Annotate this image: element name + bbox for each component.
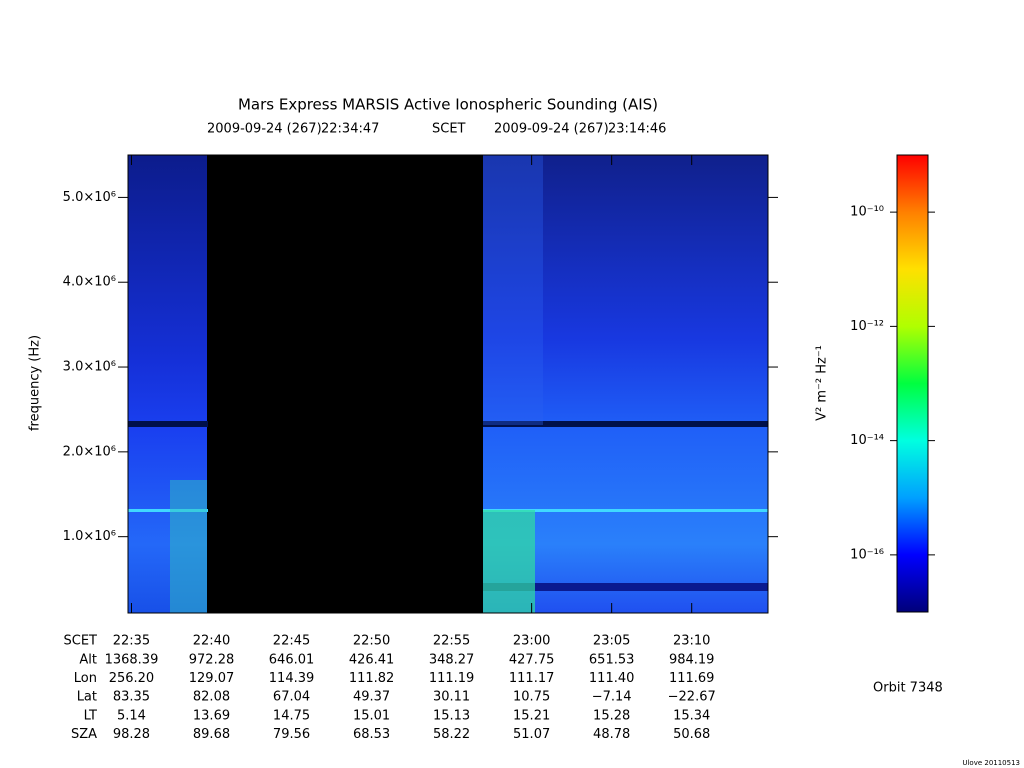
- ephemeris-value: 83.35: [113, 690, 150, 705]
- y-tick-label: 1.0×10⁶: [63, 529, 116, 544]
- x-tick-label: 22:55: [433, 634, 470, 649]
- spectrogram-image: [128, 155, 768, 613]
- ephemeris-value: −7.14: [592, 690, 632, 705]
- ephemeris-value: 49.37: [353, 690, 390, 705]
- x-tick-label: 23:00: [513, 634, 550, 649]
- x-tick-label: 22:50: [353, 634, 390, 649]
- ephemeris-row-label: SZA: [71, 727, 97, 742]
- colorbar-tick-label: 10⁻¹²: [850, 319, 884, 334]
- data-gap: [207, 155, 484, 613]
- time-system: SCET: [432, 122, 466, 137]
- ephemeris-value: 129.07: [189, 671, 235, 686]
- y-tick-label: 3.0×10⁶: [63, 360, 116, 375]
- ephemeris-value: 15.21: [513, 708, 550, 723]
- y-tick-label: 2.0×10⁶: [63, 444, 116, 459]
- ephemeris-value: 111.17: [509, 671, 555, 686]
- ephemeris-value: 30.11: [433, 690, 470, 705]
- colorbar-tick-label: 10⁻¹⁰: [850, 205, 884, 220]
- x-tick-label: 22:35: [113, 634, 150, 649]
- ephemeris-value: 426.41: [349, 653, 395, 668]
- bright-patch: [483, 155, 543, 425]
- ephemeris-value: 79.56: [273, 727, 310, 742]
- colorbar-tick-label: 10⁻¹⁴: [850, 433, 884, 448]
- ephemeris-value: 50.68: [673, 727, 710, 742]
- ephemeris-value: 427.75: [509, 653, 555, 668]
- dark-band: [483, 421, 768, 427]
- ephemeris-value: 651.53: [589, 653, 635, 668]
- ephemeris-value: −22.67: [668, 690, 716, 705]
- colorbar-label: V² m⁻² Hz⁻¹: [815, 345, 830, 421]
- x-tick-label: 23:10: [673, 634, 710, 649]
- ephemeris-value: 1368.39: [105, 653, 159, 668]
- end-date: 2009-09-24 (267): [494, 122, 609, 137]
- ephemeris-value: 5.14: [117, 708, 146, 723]
- x-tick-label: 22:45: [273, 634, 310, 649]
- ephemeris-value: 10.75: [513, 690, 550, 705]
- dark-band: [483, 583, 768, 591]
- ephemeris-value: 15.28: [593, 708, 630, 723]
- bright-band: [483, 509, 768, 512]
- ephemeris-row-label: Lat: [77, 690, 97, 705]
- ephemeris-value: 111.19: [429, 671, 475, 686]
- y-tick-label: 4.0×10⁶: [63, 275, 116, 290]
- colorbar-tick-label: 10⁻¹⁶: [850, 547, 884, 562]
- bright-patch: [483, 510, 535, 613]
- ephemeris-row-label: SCET: [64, 634, 98, 649]
- ephemeris-value: 15.13: [433, 708, 470, 723]
- x-tick-label: 22:40: [193, 634, 230, 649]
- ephemeris-value: 114.39: [269, 671, 315, 686]
- ephemeris-value: 82.08: [193, 690, 230, 705]
- y-axis-label: frequency (Hz): [28, 335, 43, 431]
- ephemeris-value: 111.82: [349, 671, 395, 686]
- ephemeris-value: 51.07: [513, 727, 550, 742]
- plot-frame: [127, 154, 769, 614]
- ephemeris-value: 98.28: [113, 727, 150, 742]
- ephemeris-value: 58.22: [433, 727, 470, 742]
- chart-title: Mars Express MARSIS Active Ionospheric S…: [238, 96, 658, 114]
- end-time: 23:14:46: [608, 122, 666, 137]
- ephemeris-value: 972.28: [189, 653, 235, 668]
- ephemeris-row-label: Alt: [79, 653, 97, 668]
- x-tick-label: 23:05: [593, 634, 630, 649]
- bright-patch: [170, 480, 207, 613]
- ephemeris-value: 15.01: [353, 708, 390, 723]
- footer: Ulove 20110513: [962, 759, 1020, 767]
- ephemeris-value: 646.01: [269, 653, 315, 668]
- ephemeris-value: 48.78: [593, 727, 630, 742]
- bright-band: [128, 509, 208, 512]
- ephemeris-row-label: LT: [84, 708, 97, 723]
- ephemeris-value: 14.75: [273, 708, 310, 723]
- colorbar: [896, 154, 929, 613]
- start-date: 2009-09-24 (267): [207, 122, 322, 137]
- ephemeris-value: 67.04: [273, 690, 310, 705]
- ephemeris-value: 15.34: [673, 708, 710, 723]
- ephemeris-value: 111.69: [669, 671, 715, 686]
- ephemeris-value: 89.68: [193, 727, 230, 742]
- ephemeris-value: 13.69: [193, 708, 230, 723]
- ephemeris-value: 348.27: [429, 653, 475, 668]
- ephemeris-value: 256.20: [109, 671, 155, 686]
- y-tick-label: 5.0×10⁶: [63, 190, 116, 205]
- ephemeris-row-label: Lon: [74, 671, 97, 686]
- ephemeris-value: 984.19: [669, 653, 715, 668]
- dark-band: [128, 421, 208, 427]
- orbit: Orbit 7348: [873, 681, 943, 696]
- start-time: 22:34:47: [321, 122, 379, 137]
- ephemeris-value: 68.53: [353, 727, 390, 742]
- ephemeris-value: 111.40: [589, 671, 635, 686]
